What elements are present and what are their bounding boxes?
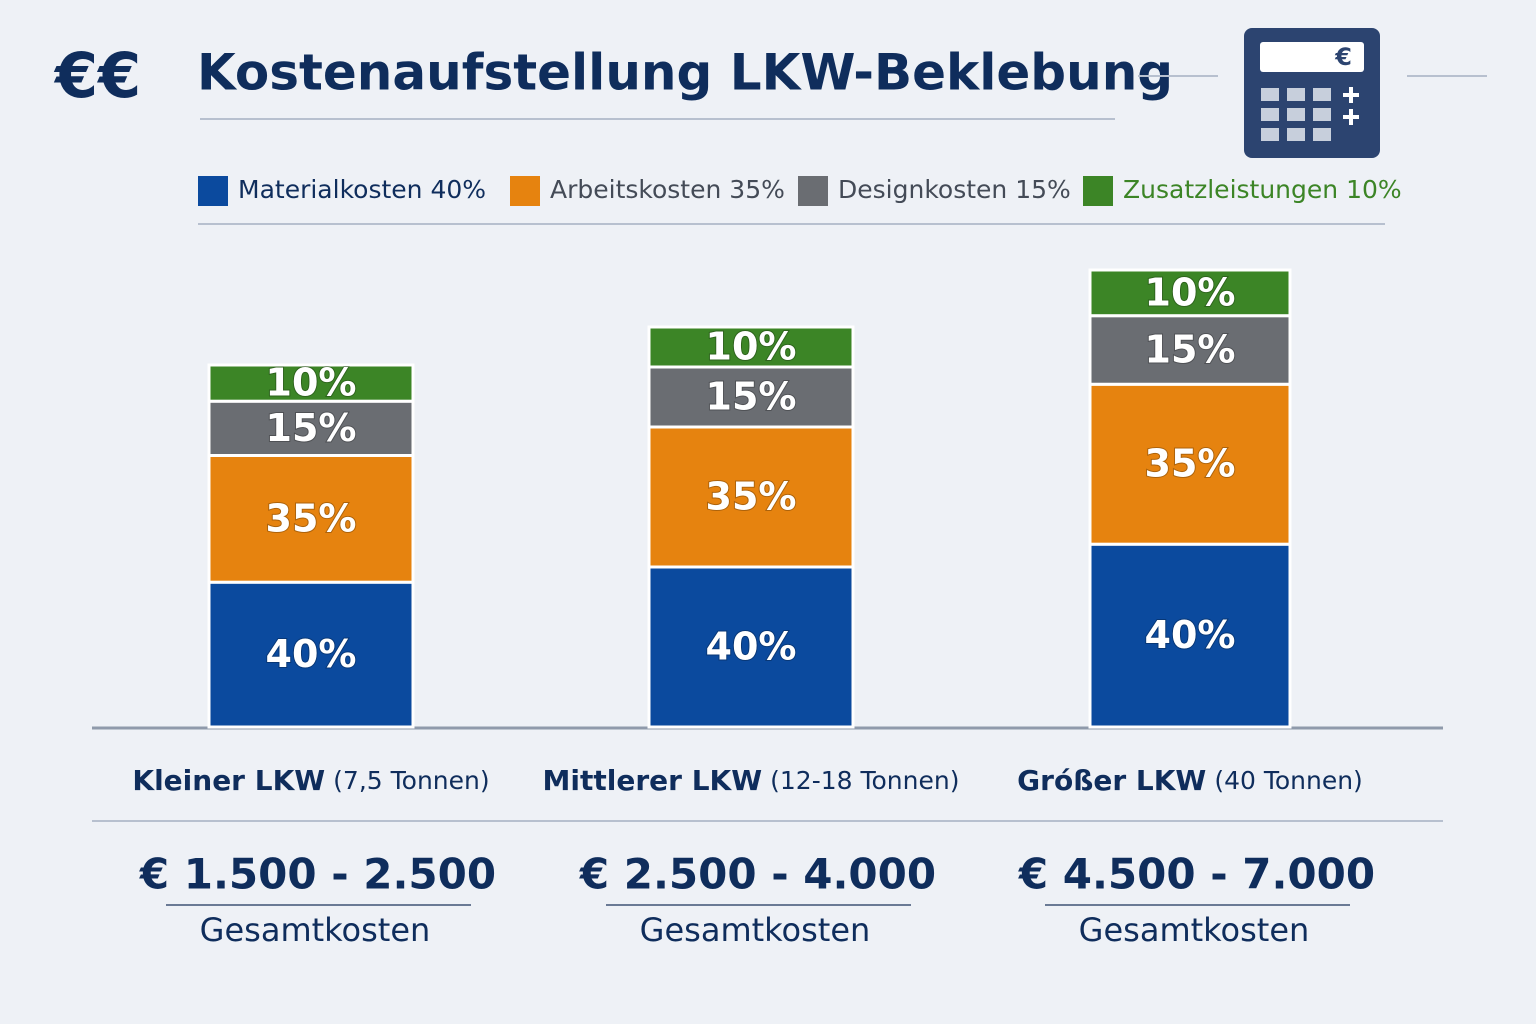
segment-label: 35%	[266, 496, 357, 540]
category-label: Kleiner LKW (7,5 Tonnen)	[132, 764, 489, 797]
segment-label: 40%	[266, 632, 357, 676]
bar-segment	[207, 363, 415, 403]
category-name: Gróßer LKW	[1017, 764, 1206, 797]
calculator-display	[1260, 42, 1364, 72]
segment-label: 15%	[706, 375, 797, 419]
title-icon: €€	[53, 39, 141, 112]
total-range: € 1.500 - 2.500	[139, 850, 496, 899]
total-label: Gesamtkosten	[640, 911, 871, 949]
legend-label: Arbeitskosten 35%	[550, 175, 785, 204]
segment-label: 10%	[1145, 270, 1236, 314]
category-label: Gróßer LKW (40 Tonnen)	[1017, 764, 1363, 797]
legend-label: Materialkosten 40%	[238, 175, 486, 204]
bar-segment	[1088, 268, 1292, 318]
segment-label: 10%	[706, 325, 797, 369]
total-range: € 2.500 - 4.000	[579, 850, 936, 899]
chart-title: Kostenaufstellung LKW-Beklebung	[197, 44, 1173, 102]
calculator-keys	[1261, 88, 1331, 141]
calculator-icon: €	[1244, 28, 1380, 158]
segment-label: 35%	[706, 475, 797, 519]
legend-label: Designkosten 15%	[838, 175, 1071, 204]
segment-label: 15%	[266, 406, 357, 450]
category-detail: (7,5 Tonnen)	[333, 766, 489, 795]
bar-segment	[1088, 382, 1292, 546]
calculator-symbol: €	[1334, 43, 1352, 71]
bar-segment	[647, 365, 855, 429]
segment-label: 40%	[1145, 613, 1236, 657]
total-range: € 4.500 - 7.000	[1018, 850, 1375, 899]
bar-segment	[207, 580, 415, 729]
total-label: Gesamtkosten	[200, 911, 431, 949]
legend-swatch	[1083, 176, 1113, 206]
category-detail: (40 Tonnen)	[1214, 766, 1363, 795]
category-name: Kleiner LKW	[132, 764, 325, 797]
bar-segment	[647, 425, 855, 569]
category-label: Mittlerer LKW (12-18 Tonnen)	[543, 764, 960, 797]
legend-swatch	[198, 176, 228, 206]
segment-label: 15%	[1145, 327, 1236, 371]
bar-segment	[647, 565, 855, 729]
legend-swatch	[798, 176, 828, 206]
category-detail: (12-18 Tonnen)	[770, 766, 959, 795]
segment-label: 35%	[1145, 442, 1236, 486]
calculator-plus	[1343, 87, 1359, 125]
bar-segment	[647, 325, 855, 369]
bar-segment	[207, 454, 415, 584]
category-name: Mittlerer LKW	[543, 764, 763, 797]
legend-label: Zusatzleistungen 10%	[1123, 175, 1402, 204]
total-label: Gesamtkosten	[1079, 911, 1310, 949]
bar-segment	[1088, 314, 1292, 386]
legend-swatch	[510, 176, 540, 206]
segment-label: 10%	[266, 361, 357, 405]
bar-segment	[1088, 542, 1292, 729]
segment-label: 40%	[706, 625, 797, 669]
